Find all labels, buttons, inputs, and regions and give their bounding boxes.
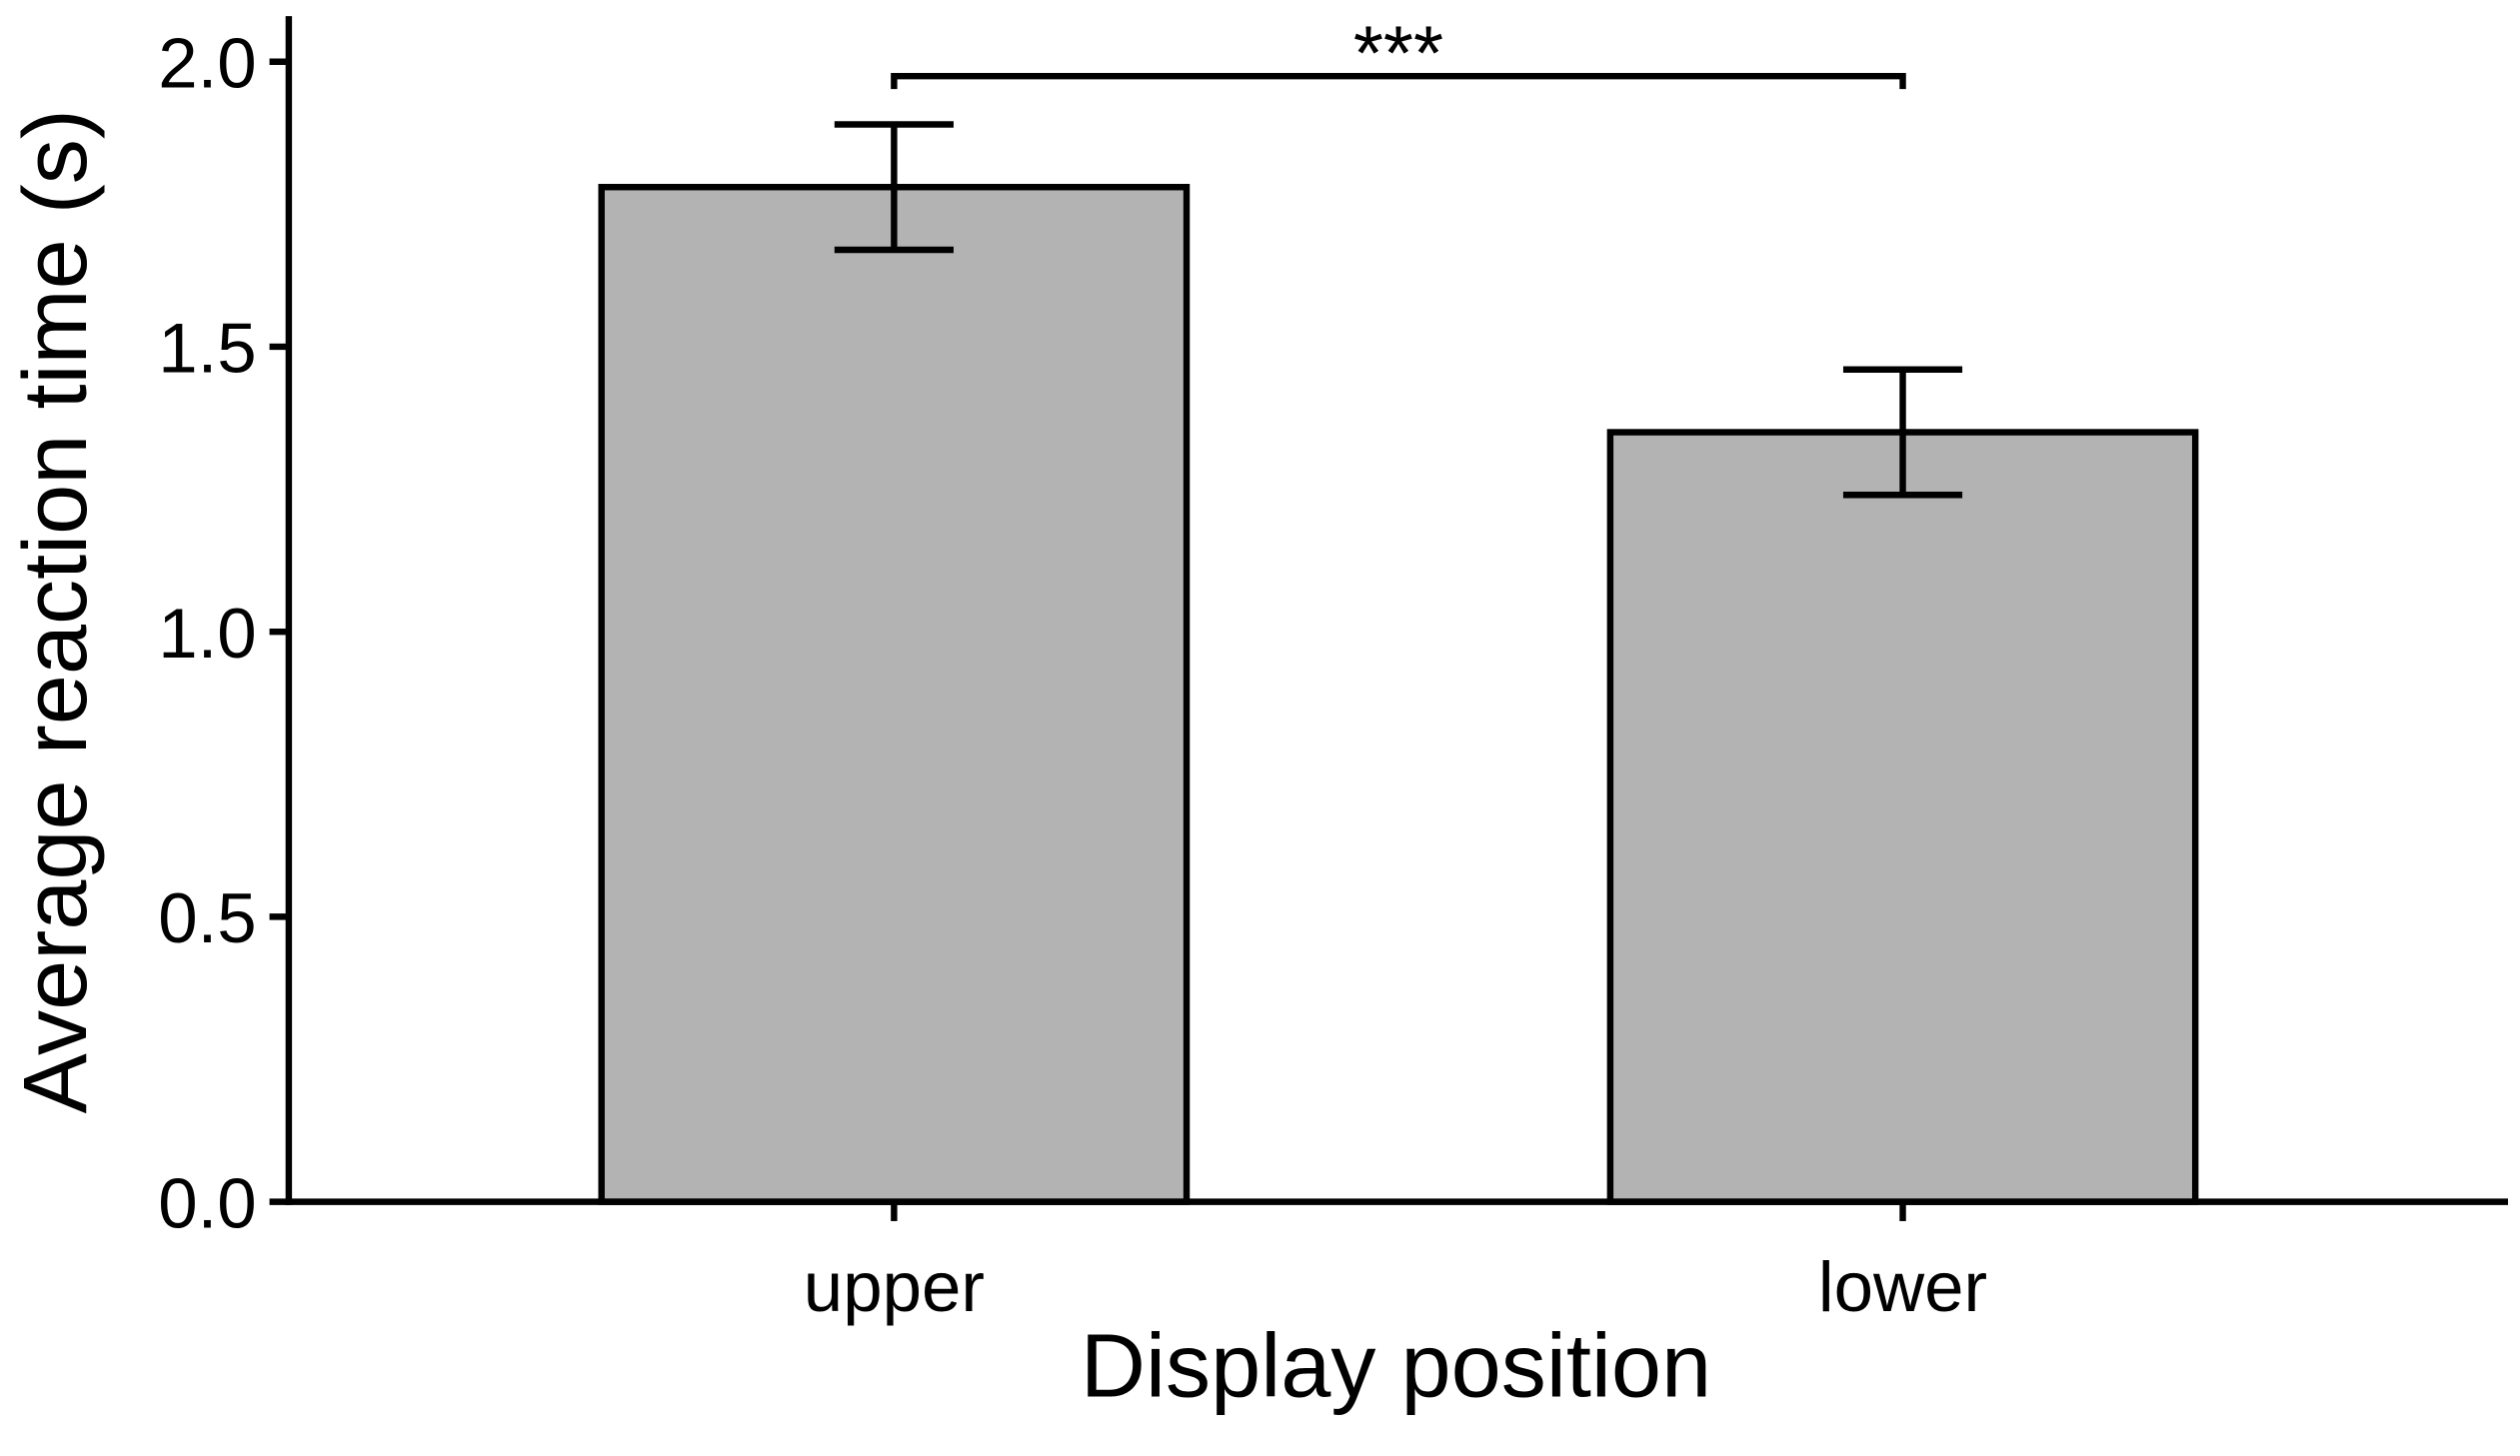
bar — [1606, 429, 2199, 1205]
x-axis-title: Display position — [1081, 1315, 1711, 1416]
significance-label: *** — [1353, 10, 1443, 96]
y-tick-label: 1.0 — [158, 595, 256, 674]
y-axis-title: Average reaction time (s) — [5, 109, 106, 1113]
y-tick-label: 2.0 — [158, 24, 256, 103]
error-bar — [834, 121, 954, 254]
y-tick-label: 1.5 — [158, 310, 256, 389]
x-tick-label: lower — [1818, 1248, 1987, 1327]
y-tick-label: 0.5 — [158, 879, 256, 958]
significance-bracket — [891, 72, 1906, 90]
y-tick-label: 0.0 — [158, 1164, 256, 1243]
x-tick-label: upper — [804, 1248, 985, 1327]
bar — [598, 184, 1191, 1205]
error-bar — [1842, 366, 1963, 499]
